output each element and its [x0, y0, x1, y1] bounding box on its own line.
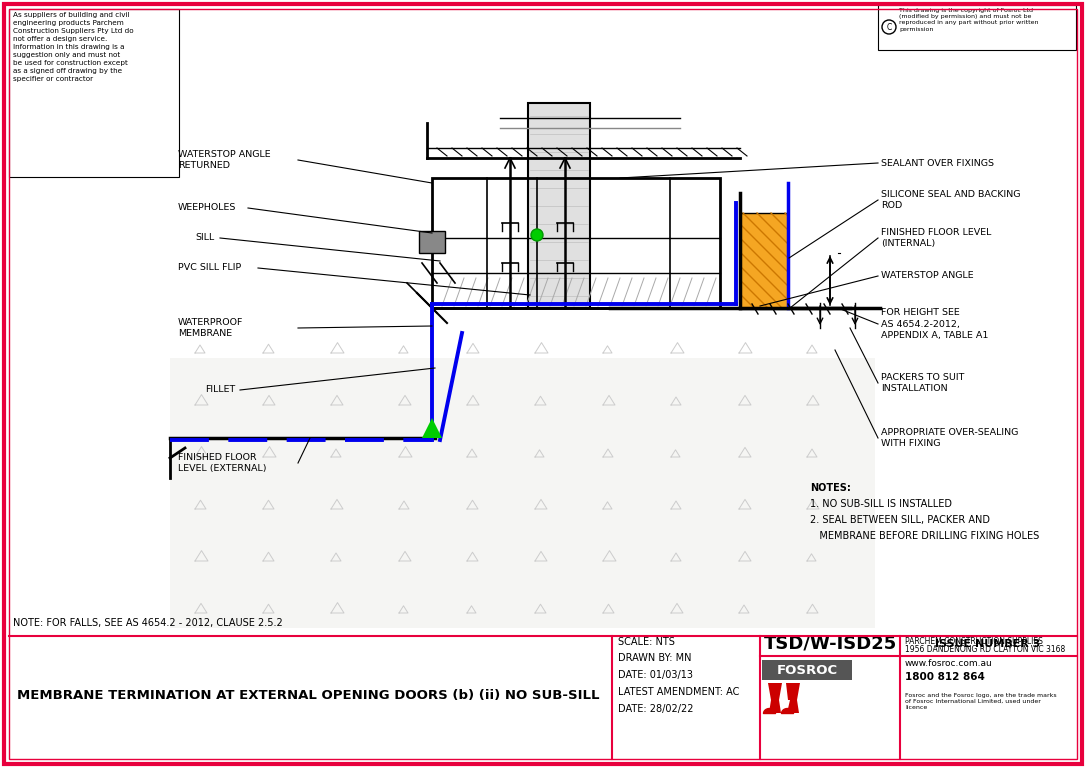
Text: APPROPRIATE OVER-SEALING
WITH FIXING: APPROPRIATE OVER-SEALING WITH FIXING — [881, 428, 1019, 449]
Text: SILL: SILL — [195, 233, 214, 243]
Text: DRAWN BY: MN: DRAWN BY: MN — [618, 653, 692, 663]
Text: FILLET: FILLET — [205, 386, 236, 395]
Text: WEEPHOLES: WEEPHOLES — [178, 204, 237, 213]
Bar — [762, 660, 853, 680]
Text: NOTE: FOR FALLS, SEE AS 4654.2 - 2012, CLAUSE 2.5.2: NOTE: FOR FALLS, SEE AS 4654.2 - 2012, C… — [13, 618, 282, 628]
Text: SILICONE SEAL AND BACKING
ROD: SILICONE SEAL AND BACKING ROD — [881, 190, 1021, 210]
Polygon shape — [768, 683, 782, 700]
Text: PVC SILL FLIP: PVC SILL FLIP — [178, 263, 241, 273]
Text: WATERSTOP ANGLE
RETURNED: WATERSTOP ANGLE RETURNED — [178, 150, 270, 170]
Bar — [9, 9, 179, 177]
Text: DATE: 28/02/22: DATE: 28/02/22 — [618, 704, 694, 714]
Bar — [740, 213, 788, 308]
Polygon shape — [786, 683, 800, 700]
Text: FINISHED FLOOR LEVEL
(INTERNAL): FINISHED FLOOR LEVEL (INTERNAL) — [881, 228, 992, 248]
Text: LATEST AMENDMENT: AC: LATEST AMENDMENT: AC — [618, 687, 740, 697]
Text: 1800 812 864: 1800 812 864 — [905, 672, 985, 682]
Text: FOR HEIGHT SEE
AS 4654.2-2012,
APPENDIX A, TABLE A1: FOR HEIGHT SEE AS 4654.2-2012, APPENDIX … — [881, 308, 988, 340]
Text: FINISHED FLOOR
LEVEL (EXTERNAL): FINISHED FLOOR LEVEL (EXTERNAL) — [178, 453, 266, 473]
Polygon shape — [422, 418, 442, 438]
Text: 1956 DANDENONG RD CLAYTON VIC 3168: 1956 DANDENONG RD CLAYTON VIC 3168 — [905, 645, 1065, 654]
Bar — [432, 178, 720, 308]
Text: 2. SEAL BETWEEN SILL, PACKER AND: 2. SEAL BETWEEN SILL, PACKER AND — [810, 515, 990, 525]
Bar — [419, 231, 445, 253]
Text: FOSROC: FOSROC — [776, 664, 837, 677]
Text: ISSUE NUMBER 3: ISSUE NUMBER 3 — [935, 639, 1040, 649]
Text: PACKERS TO SUIT
INSTALLATION: PACKERS TO SUIT INSTALLATION — [881, 372, 964, 393]
Text: PARCHEM CONSTRUCTION SUPPLIES: PARCHEM CONSTRUCTION SUPPLIES — [905, 637, 1043, 647]
Polygon shape — [787, 700, 799, 713]
Text: WATERSTOP ANGLE: WATERSTOP ANGLE — [881, 272, 974, 280]
Text: This drawing is the copyright of Fosroc Ltd
(modified by permission) and must no: This drawing is the copyright of Fosroc … — [899, 8, 1038, 31]
Text: WATERPROOF
MEMBRANE: WATERPROOF MEMBRANE — [178, 318, 243, 338]
Circle shape — [531, 229, 543, 241]
Text: DATE: 01/03/13: DATE: 01/03/13 — [618, 670, 693, 680]
Text: SCALE: NTS: SCALE: NTS — [618, 637, 674, 647]
Text: MEMBRANE BEFORE DRILLING FIXING HOLES: MEMBRANE BEFORE DRILLING FIXING HOLES — [810, 531, 1039, 541]
Bar — [528, 103, 590, 308]
Text: NOTES:: NOTES: — [810, 483, 850, 493]
Text: TSD/W-ISD25: TSD/W-ISD25 — [763, 635, 897, 653]
Bar — [171, 358, 875, 628]
Text: www.fosroc.com.au: www.fosroc.com.au — [905, 660, 993, 668]
Text: As suppliers of building and civil
engineering products Parchem
Construction Sup: As suppliers of building and civil engin… — [13, 12, 134, 82]
Bar — [877, 5, 1076, 50]
Text: 1. NO SUB-SILL IS INSTALLED: 1. NO SUB-SILL IS INSTALLED — [810, 499, 952, 509]
Polygon shape — [769, 700, 781, 713]
Text: Fosroc and the Fosroc logo, are the trade marks
of Fosroc International Limited,: Fosroc and the Fosroc logo, are the trad… — [905, 693, 1057, 710]
Text: SEALANT OVER FIXINGS: SEALANT OVER FIXINGS — [881, 158, 994, 167]
Text: MEMBRANE TERMINATION AT EXTERNAL OPENING DOORS (b) (ii) NO SUB-SILL: MEMBRANE TERMINATION AT EXTERNAL OPENING… — [16, 690, 599, 703]
Text: C: C — [886, 22, 892, 31]
